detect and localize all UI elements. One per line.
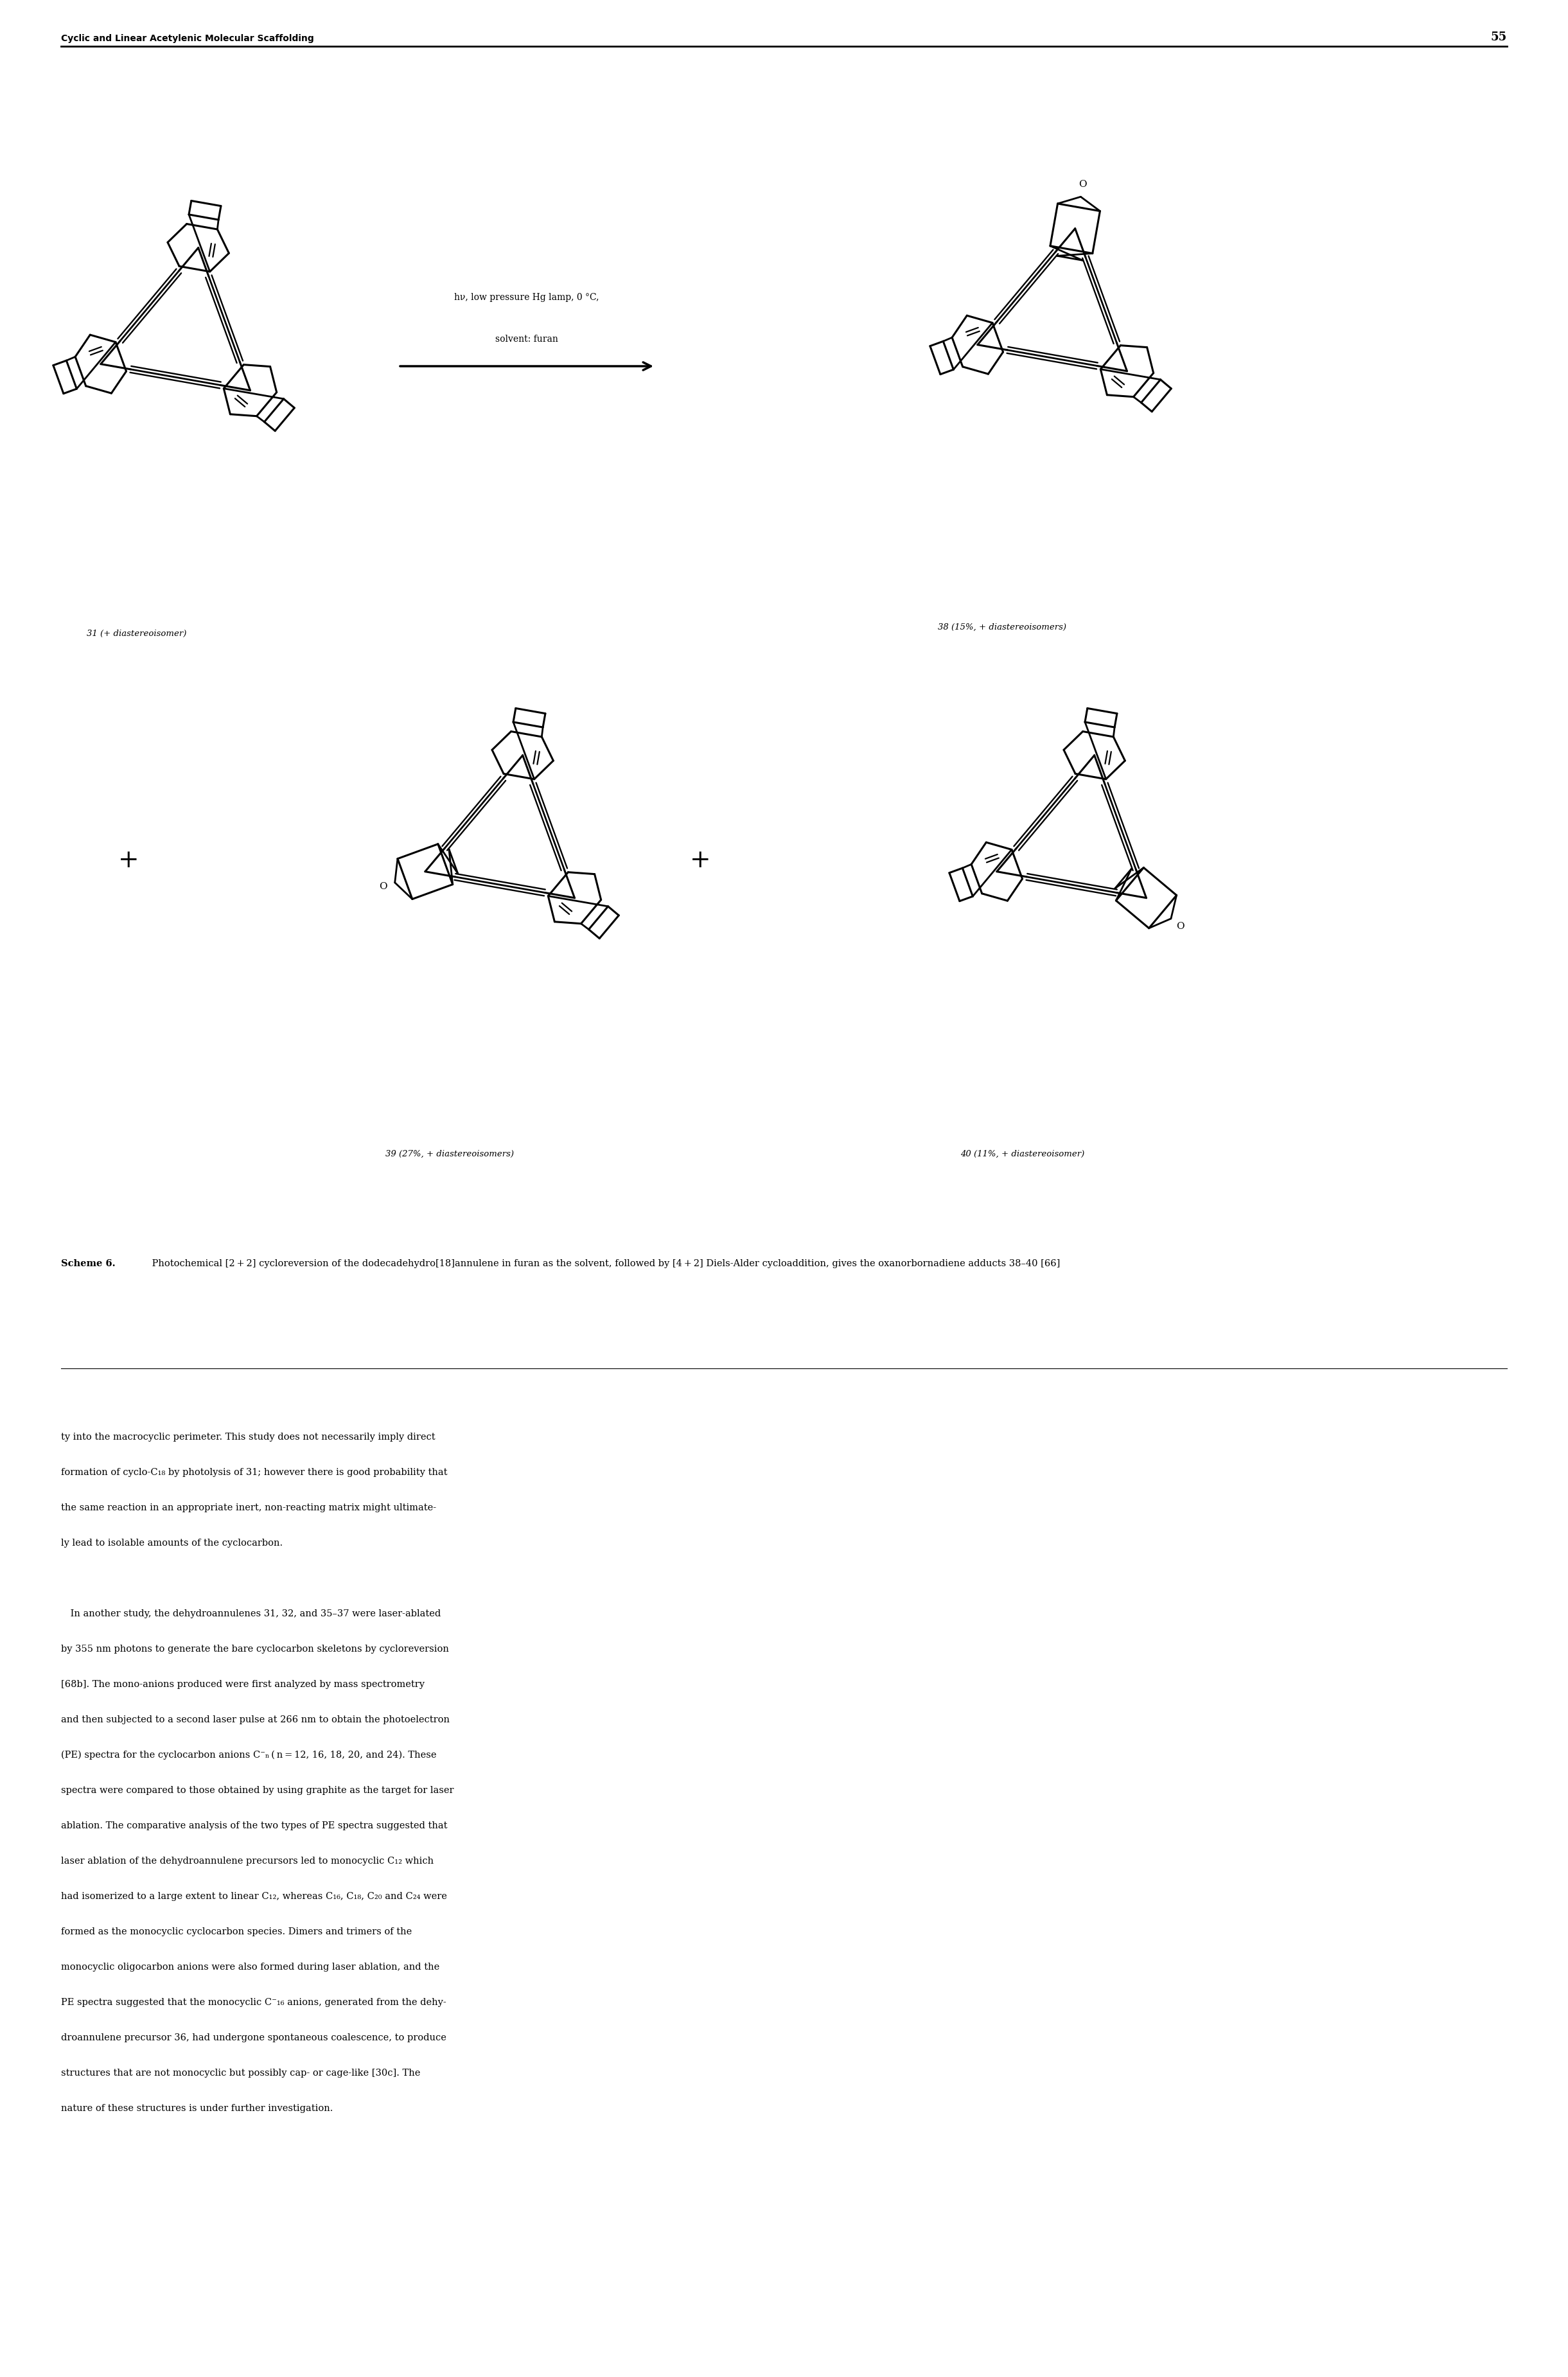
Text: 40 (11%, + diastereoisomer): 40 (11%, + diastereoisomer)	[960, 1150, 1085, 1158]
Text: droannulene precursor 36, had undergone spontaneous coalescence, to produce: droannulene precursor 36, had undergone …	[61, 2032, 447, 2042]
Text: 38 (15%, + diastereoisomers): 38 (15%, + diastereoisomers)	[938, 623, 1066, 632]
Text: monocyclic oligocarbon anions were also formed during laser ablation, and the: monocyclic oligocarbon anions were also …	[61, 1963, 439, 1971]
Text: Scheme 6.: Scheme 6.	[61, 1260, 116, 1269]
Text: ablation. The comparative analysis of the two types of PE spectra suggested that: ablation. The comparative analysis of th…	[61, 1821, 447, 1830]
Text: O: O	[1079, 181, 1087, 190]
Text: structures that are not monocyclic but possibly cap- or cage-like [30c]. The: structures that are not monocyclic but p…	[61, 2068, 420, 2077]
Text: formed as the monocyclic cyclocarbon species. Dimers and trimers of the: formed as the monocyclic cyclocarbon spe…	[61, 1928, 412, 1937]
Text: nature of these structures is under further investigation.: nature of these structures is under furt…	[61, 2104, 332, 2113]
Text: by 355 nm photons to generate the bare cyclocarbon skeletons by cycloreversion: by 355 nm photons to generate the bare c…	[61, 1645, 448, 1654]
Text: laser ablation of the dehydroannulene precursors led to monocyclic C₁₂ which: laser ablation of the dehydroannulene pr…	[61, 1856, 434, 1866]
Text: +: +	[690, 849, 710, 872]
Text: Cyclic and Linear Acetylenic Molecular Scaffolding: Cyclic and Linear Acetylenic Molecular S…	[61, 33, 314, 43]
Text: 55: 55	[1491, 31, 1507, 43]
Text: In another study, the dehydroannulenes 31, 32, and 35–37 were laser-ablated: In another study, the dehydroannulenes 3…	[61, 1609, 441, 1619]
Text: O: O	[379, 882, 387, 891]
Text: (PE) spectra for the cyclocarbon anions C⁻ₙ ( n = 12, 16, 18, 20, and 24). These: (PE) spectra for the cyclocarbon anions …	[61, 1749, 436, 1759]
Text: had isomerized to a large extent to linear C₁₂, whereas C₁₆, C₁₈, C₂₀ and C₂₄ we: had isomerized to a large extent to line…	[61, 1892, 447, 1902]
Text: ty into the macrocyclic perimeter. This study does not necessarily imply direct: ty into the macrocyclic perimeter. This …	[61, 1433, 436, 1440]
Text: and then subjected to a second laser pulse at 266 nm to obtain the photoelectron: and then subjected to a second laser pul…	[61, 1716, 450, 1723]
Text: formation of cyclo-C₁₈ by photolysis of 31; however there is good probability th: formation of cyclo-C₁₈ by photolysis of …	[61, 1469, 447, 1476]
Text: ly lead to isolable amounts of the cyclocarbon.: ly lead to isolable amounts of the cyclo…	[61, 1538, 282, 1547]
Text: hν, low pressure Hg lamp, 0 °C,: hν, low pressure Hg lamp, 0 °C,	[455, 292, 599, 302]
Text: 31 (+ diastereoisomer): 31 (+ diastereoisomer)	[86, 630, 187, 637]
Text: +: +	[118, 849, 140, 872]
Text: PE spectra suggested that the monocyclic C⁻₁₆ anions, generated from the dehy-: PE spectra suggested that the monocyclic…	[61, 1999, 447, 2006]
Text: [68b]. The mono-anions produced were first analyzed by mass spectrometry: [68b]. The mono-anions produced were fir…	[61, 1681, 425, 1690]
Text: solvent: furan: solvent: furan	[495, 335, 558, 345]
Text: O: O	[1176, 922, 1184, 932]
Text: spectra were compared to those obtained by using graphite as the target for lase: spectra were compared to those obtained …	[61, 1785, 453, 1795]
Text: the same reaction in an appropriate inert, non-reacting matrix might ultimate-: the same reaction in an appropriate iner…	[61, 1502, 436, 1512]
Text: Photochemical [2 + 2] cycloreversion of the dodecadehydro[18]annulene in furan a: Photochemical [2 + 2] cycloreversion of …	[149, 1260, 1060, 1269]
Text: 39 (27%, + diastereoisomers): 39 (27%, + diastereoisomers)	[386, 1150, 514, 1158]
